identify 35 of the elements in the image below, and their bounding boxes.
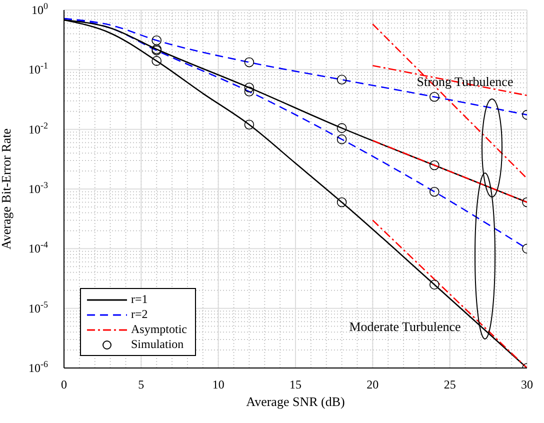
y-tick-label: 10$^{-5}$ [28,299,48,316]
point [336,197,347,208]
x-tick-label: 30 [521,378,533,392]
y-tick-label: 10$^{-3}$ [28,180,48,196]
point [430,186,440,197]
point [336,134,347,144]
x-tick-label: 20 [366,378,379,392]
legend-label: Asymptotic [131,322,187,337]
point [336,123,347,133]
x-tick-label: 10 [212,378,224,392]
x-tick-label: 25 [444,378,456,392]
legend-label: Simulation [131,337,184,352]
y-tick-label: 10$^{-6}$ [28,359,48,375]
point [336,74,347,85]
y-tick-label: 10$^{0}$ [32,1,48,17]
point [244,57,254,68]
x-tick-label: 5 [138,378,144,392]
y-tick-label: 10$^{-1}$ [28,60,48,77]
point [152,35,162,46]
legend-label: r=1 [131,292,148,307]
y-axis-title: Average Bit-Error Rate [0,128,14,250]
x-tick-label: 15 [290,378,302,392]
y-tick-label: 10$^{-2}$ [28,120,48,136]
y-tick-label: 10$^{-4}$ [28,240,48,256]
point [430,160,440,170]
x-axis-title: Average SNR (dB) [246,394,345,409]
legend-label: r=2 [131,307,148,322]
point [430,280,440,290]
point [430,92,440,102]
point [244,82,254,93]
point [244,120,254,130]
x-tick-label: 0 [61,378,67,392]
point [244,86,254,96]
point [152,56,162,66]
annotation: Moderate Turbulence [349,319,461,335]
